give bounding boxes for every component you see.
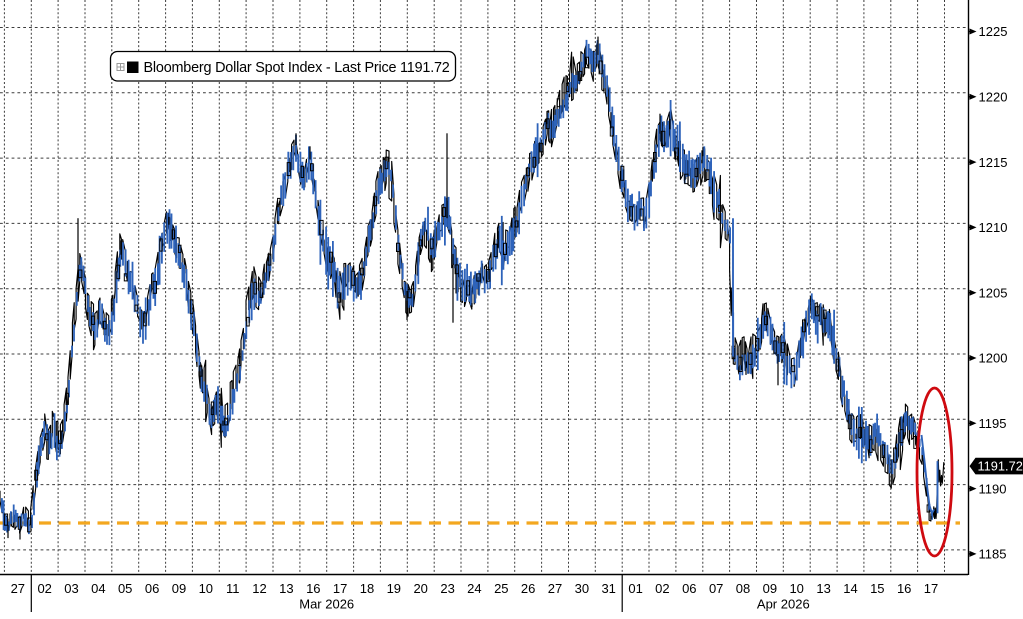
svg-text:03: 03 — [64, 581, 78, 596]
svg-text:Apr 2026: Apr 2026 — [757, 597, 810, 612]
svg-text:19: 19 — [387, 581, 401, 596]
svg-text:1215: 1215 — [979, 155, 1008, 170]
svg-text:Bloomberg Dollar Spot Index -: Bloomberg Dollar Spot Index - Last Price… — [144, 60, 450, 76]
svg-text:27: 27 — [548, 581, 562, 596]
svg-text:24: 24 — [467, 581, 481, 596]
svg-text:17: 17 — [924, 581, 938, 596]
svg-text:1210: 1210 — [979, 220, 1008, 235]
svg-text:09: 09 — [172, 581, 186, 596]
svg-text:1225: 1225 — [979, 24, 1008, 39]
svg-text:1220: 1220 — [979, 90, 1008, 105]
svg-text:1185: 1185 — [979, 547, 1007, 562]
svg-text:02: 02 — [655, 581, 669, 596]
svg-text:27: 27 — [11, 581, 25, 596]
svg-text:30: 30 — [575, 581, 589, 596]
svg-text:1195: 1195 — [979, 416, 1007, 431]
svg-text:25: 25 — [494, 581, 508, 596]
svg-text:16: 16 — [306, 581, 320, 596]
svg-text:08: 08 — [736, 581, 750, 596]
svg-text:15: 15 — [870, 581, 884, 596]
svg-text:Mar 2026: Mar 2026 — [299, 597, 354, 612]
svg-text:13: 13 — [279, 581, 293, 596]
svg-text:06: 06 — [145, 581, 159, 596]
svg-text:12: 12 — [252, 581, 266, 596]
svg-text:09: 09 — [763, 581, 777, 596]
svg-text:02: 02 — [37, 581, 51, 596]
svg-text:01: 01 — [628, 581, 642, 596]
svg-text:04: 04 — [91, 581, 105, 596]
svg-text:1191.72: 1191.72 — [978, 459, 1023, 474]
svg-text:1205: 1205 — [979, 285, 1008, 300]
svg-text:06: 06 — [682, 581, 696, 596]
svg-text:23: 23 — [440, 581, 454, 596]
svg-text:05: 05 — [118, 581, 132, 596]
svg-text:10: 10 — [199, 581, 213, 596]
svg-text:13: 13 — [816, 581, 830, 596]
svg-text:18: 18 — [360, 581, 374, 596]
svg-text:1200: 1200 — [979, 351, 1008, 366]
svg-text:26: 26 — [521, 581, 535, 596]
svg-text:20: 20 — [413, 581, 427, 596]
svg-text:31: 31 — [601, 581, 615, 596]
svg-text:10: 10 — [789, 581, 803, 596]
svg-text:17: 17 — [333, 581, 347, 596]
svg-text:11: 11 — [226, 581, 240, 596]
svg-text:14: 14 — [843, 581, 857, 596]
svg-text:07: 07 — [709, 581, 723, 596]
svg-text:16: 16 — [897, 581, 911, 596]
svg-text:1190: 1190 — [979, 481, 1007, 496]
